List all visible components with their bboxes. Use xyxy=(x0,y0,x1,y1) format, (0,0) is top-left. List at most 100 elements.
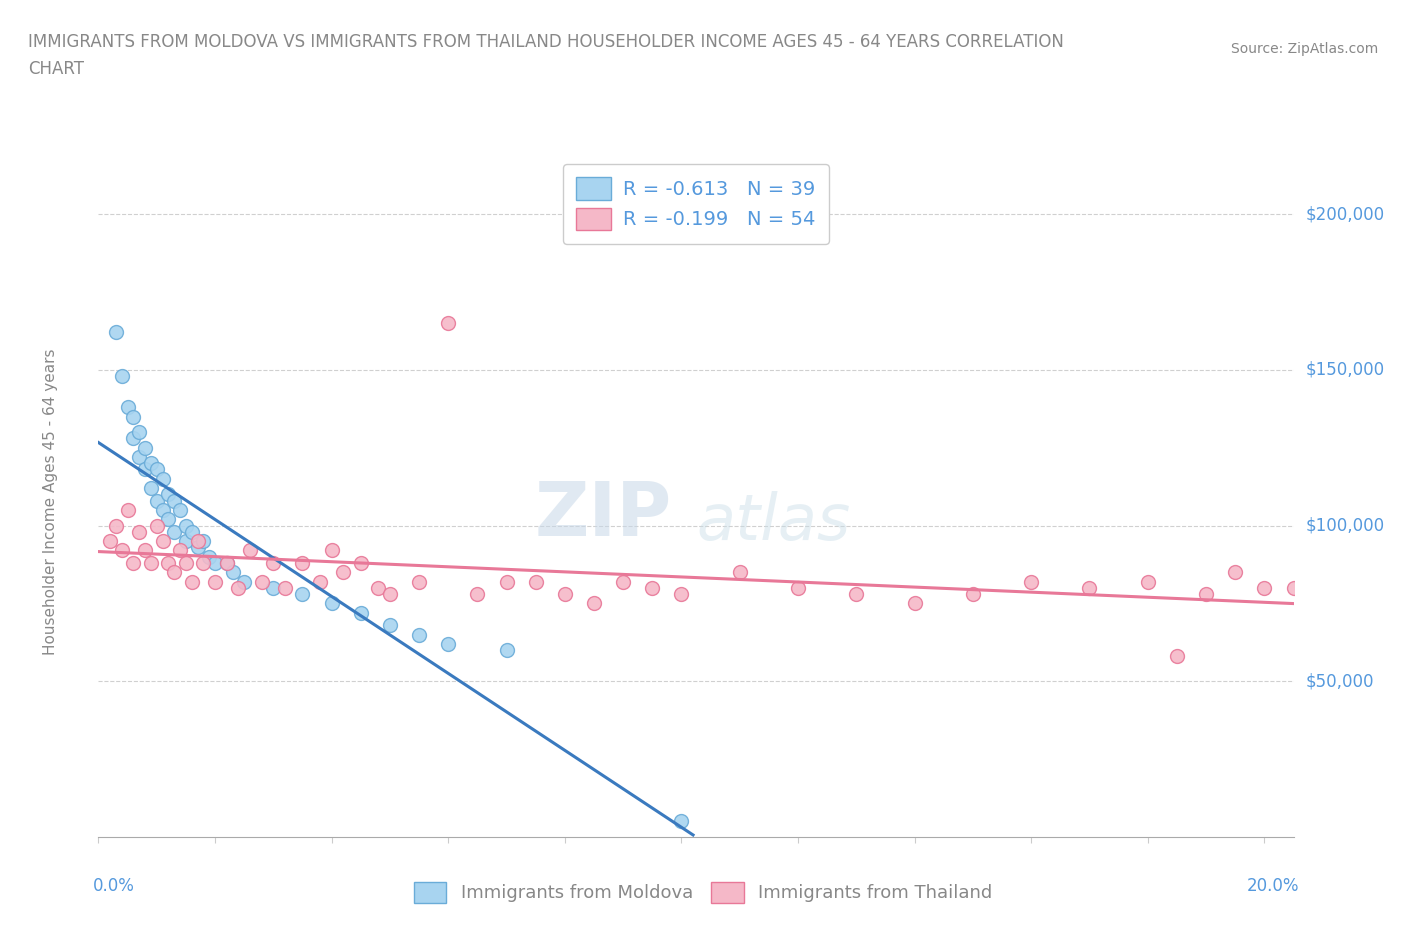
Point xyxy=(262,555,284,570)
Point xyxy=(157,487,180,502)
Point xyxy=(204,574,226,589)
Point xyxy=(845,587,868,602)
Point xyxy=(787,580,810,595)
Point xyxy=(1282,580,1305,595)
Point xyxy=(134,440,156,455)
Point xyxy=(554,587,576,602)
Text: $50,000: $50,000 xyxy=(1305,672,1374,690)
Point xyxy=(309,574,332,589)
Point xyxy=(332,565,354,579)
Point xyxy=(111,543,134,558)
Point xyxy=(321,596,343,611)
Point xyxy=(174,555,197,570)
Text: $200,000: $200,000 xyxy=(1305,206,1385,223)
Point xyxy=(174,534,197,549)
Point xyxy=(467,587,489,602)
Point xyxy=(1166,649,1188,664)
Point xyxy=(495,574,517,589)
Point xyxy=(350,605,373,620)
Text: ZIP: ZIP xyxy=(534,479,672,552)
Point xyxy=(408,574,430,589)
Point xyxy=(193,534,215,549)
Point xyxy=(145,493,167,508)
Point xyxy=(163,565,186,579)
Point xyxy=(221,565,243,579)
Point xyxy=(1078,580,1101,595)
Legend: R = -0.613   N = 39, R = -0.199   N = 54: R = -0.613 N = 39, R = -0.199 N = 54 xyxy=(562,164,830,244)
Point xyxy=(437,315,460,330)
Point xyxy=(117,400,139,415)
Point xyxy=(204,555,226,570)
Point xyxy=(163,493,186,508)
Point xyxy=(1253,580,1275,595)
Point xyxy=(962,587,984,602)
Point xyxy=(180,525,202,539)
Point xyxy=(612,574,634,589)
Point xyxy=(134,462,156,477)
Point xyxy=(117,502,139,517)
Point xyxy=(163,525,186,539)
Point xyxy=(157,512,180,526)
Point xyxy=(198,550,221,565)
Point xyxy=(291,555,314,570)
Point xyxy=(122,431,145,445)
Point xyxy=(367,580,389,595)
Text: Householder Income Ages 45 - 64 years: Householder Income Ages 45 - 64 years xyxy=(44,349,58,656)
Point xyxy=(180,574,202,589)
Point xyxy=(215,555,238,570)
Text: CHART: CHART xyxy=(28,60,84,78)
Point xyxy=(641,580,664,595)
Point xyxy=(186,534,208,549)
Point xyxy=(186,540,208,555)
Point xyxy=(582,596,605,611)
Point xyxy=(111,368,134,383)
Legend: Immigrants from Moldova, Immigrants from Thailand: Immigrants from Moldova, Immigrants from… xyxy=(405,872,1001,911)
Text: 0.0%: 0.0% xyxy=(93,877,135,896)
Point xyxy=(350,555,373,570)
Point xyxy=(128,425,150,440)
Point xyxy=(193,555,215,570)
Point xyxy=(1195,587,1218,602)
Point xyxy=(233,574,256,589)
Point xyxy=(728,565,751,579)
Point xyxy=(321,543,343,558)
Text: IMMIGRANTS FROM MOLDOVA VS IMMIGRANTS FROM THAILAND HOUSEHOLDER INCOME AGES 45 -: IMMIGRANTS FROM MOLDOVA VS IMMIGRANTS FR… xyxy=(28,33,1064,50)
Point xyxy=(228,580,250,595)
Point xyxy=(671,587,693,602)
Point xyxy=(122,409,145,424)
Point xyxy=(291,587,314,602)
Point xyxy=(274,580,297,595)
Text: Source: ZipAtlas.com: Source: ZipAtlas.com xyxy=(1230,42,1378,56)
Text: atlas: atlas xyxy=(696,491,851,553)
Point xyxy=(250,574,273,589)
Point xyxy=(524,574,547,589)
Point xyxy=(139,481,162,496)
Point xyxy=(408,627,430,642)
Point xyxy=(437,636,460,651)
Point xyxy=(145,462,167,477)
Point xyxy=(239,543,262,558)
Point xyxy=(98,534,121,549)
Point xyxy=(174,518,197,533)
Point xyxy=(169,502,191,517)
Point xyxy=(262,580,284,595)
Point xyxy=(134,543,156,558)
Point xyxy=(122,555,145,570)
Point xyxy=(104,325,127,339)
Point xyxy=(128,449,150,464)
Point xyxy=(1136,574,1159,589)
Point xyxy=(145,518,167,533)
Point xyxy=(903,596,925,611)
Point xyxy=(128,525,150,539)
Point xyxy=(139,555,162,570)
Point xyxy=(495,643,517,658)
Text: 20.0%: 20.0% xyxy=(1247,877,1299,896)
Point xyxy=(157,555,180,570)
Point xyxy=(1019,574,1042,589)
Point xyxy=(152,534,174,549)
Point xyxy=(378,587,401,602)
Point xyxy=(378,618,401,632)
Point xyxy=(215,555,238,570)
Point xyxy=(139,456,162,471)
Point xyxy=(671,814,693,829)
